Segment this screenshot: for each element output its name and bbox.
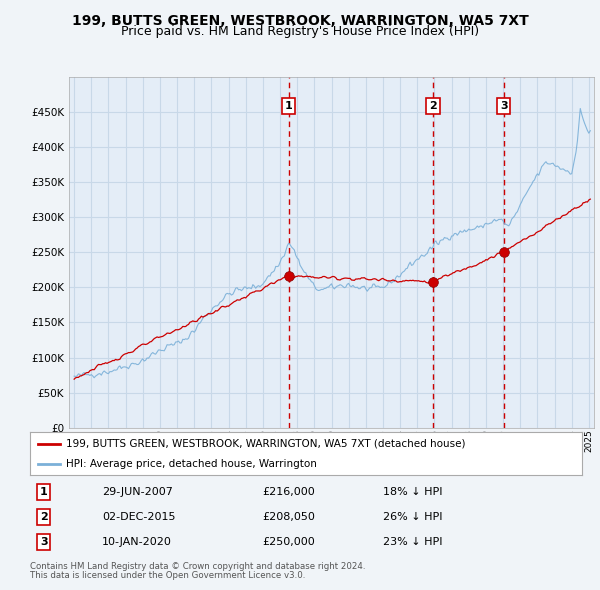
Text: Price paid vs. HM Land Registry's House Price Index (HPI): Price paid vs. HM Land Registry's House …: [121, 25, 479, 38]
Text: 3: 3: [40, 537, 47, 547]
Text: 199, BUTTS GREEN, WESTBROOK, WARRINGTON, WA5 7XT (detached house): 199, BUTTS GREEN, WESTBROOK, WARRINGTON,…: [66, 439, 466, 449]
Text: 1: 1: [40, 487, 47, 497]
Text: 26% ↓ HPI: 26% ↓ HPI: [383, 512, 443, 522]
Text: HPI: Average price, detached house, Warrington: HPI: Average price, detached house, Warr…: [66, 460, 317, 469]
Text: 2: 2: [429, 101, 437, 111]
Text: £250,000: £250,000: [262, 537, 314, 547]
Text: This data is licensed under the Open Government Licence v3.0.: This data is licensed under the Open Gov…: [30, 571, 305, 580]
Text: Contains HM Land Registry data © Crown copyright and database right 2024.: Contains HM Land Registry data © Crown c…: [30, 562, 365, 571]
Text: 2: 2: [40, 512, 47, 522]
Text: 18% ↓ HPI: 18% ↓ HPI: [383, 487, 443, 497]
Text: 23% ↓ HPI: 23% ↓ HPI: [383, 537, 443, 547]
Text: 02-DEC-2015: 02-DEC-2015: [102, 512, 175, 522]
Text: 10-JAN-2020: 10-JAN-2020: [102, 537, 172, 547]
Text: £216,000: £216,000: [262, 487, 314, 497]
Text: 29-JUN-2007: 29-JUN-2007: [102, 487, 173, 497]
Text: £208,050: £208,050: [262, 512, 315, 522]
Text: 3: 3: [500, 101, 508, 111]
Text: 1: 1: [285, 101, 292, 111]
Text: 199, BUTTS GREEN, WESTBROOK, WARRINGTON, WA5 7XT: 199, BUTTS GREEN, WESTBROOK, WARRINGTON,…: [71, 14, 529, 28]
